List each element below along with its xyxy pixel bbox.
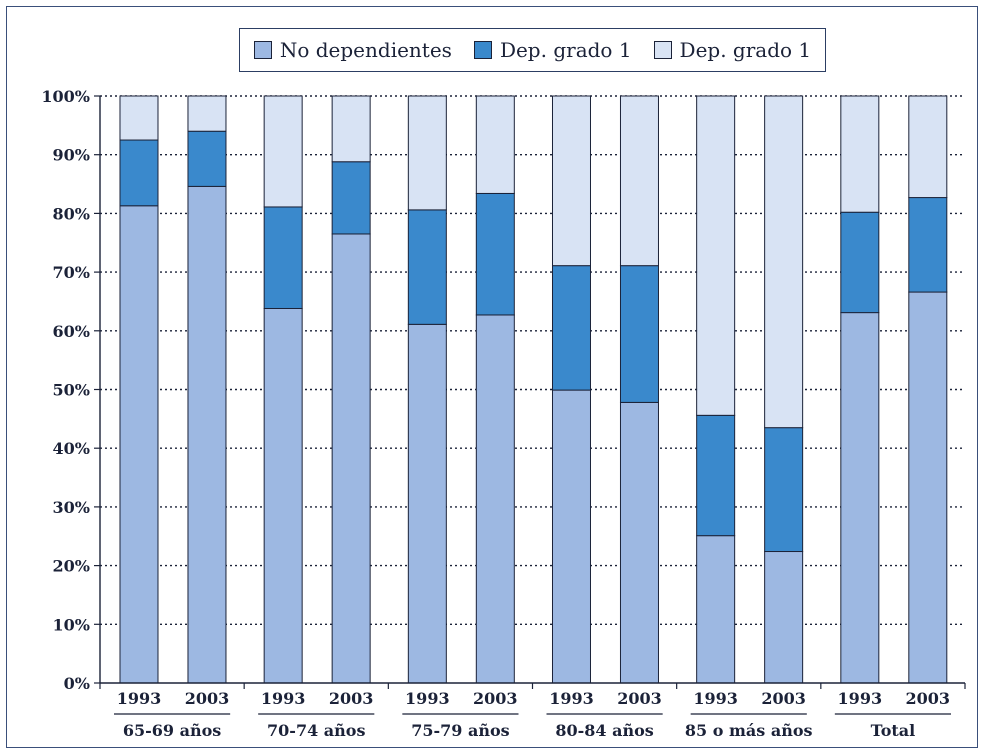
bar-segment <box>475 314 515 684</box>
bar-segment <box>908 197 948 293</box>
x-year-label: 2003 <box>329 689 374 708</box>
bar-segment <box>696 95 736 416</box>
y-tick-label: 70% <box>53 263 90 282</box>
chart-legend: No dependientes Dep. grado 1 Dep. grado … <box>239 28 826 72</box>
x-year-label: 1993 <box>549 689 594 708</box>
legend-swatch-dep-grado-1-light <box>653 41 672 59</box>
legend-label-no-dependientes: No dependientes <box>279 38 452 62</box>
bar-segment <box>764 551 804 684</box>
bar-segment <box>908 95 948 199</box>
bar-segment <box>696 535 736 684</box>
x-year-label: 1993 <box>117 689 162 708</box>
bar-segment <box>475 192 515 316</box>
bar-segment <box>551 265 591 391</box>
y-tick-label: 40% <box>53 439 90 458</box>
legend-item-dep-grado-1-light: Dep. grado 1 <box>653 38 812 62</box>
bar-segment <box>331 161 371 235</box>
bar-segment <box>551 389 591 684</box>
x-category-label: 65-69 años <box>123 721 221 740</box>
y-tick-label: 30% <box>53 498 90 517</box>
bar-segment <box>331 95 371 163</box>
x-year-label: 1993 <box>693 689 738 708</box>
x-category-label: 70-74 años <box>267 721 365 740</box>
x-category-label: 80-84 años <box>555 721 653 740</box>
x-category-label: 75-79 años <box>411 721 509 740</box>
bar-segment <box>263 95 303 208</box>
bar-segment <box>263 206 303 309</box>
bar-segment <box>840 211 880 314</box>
x-year-label: 2003 <box>906 689 951 708</box>
bar-segment <box>187 95 227 132</box>
bar-segment <box>619 95 659 267</box>
x-year-label: 2003 <box>761 689 806 708</box>
x-year-label: 1993 <box>838 689 883 708</box>
legend-swatch-dep-grado-1 <box>473 41 492 59</box>
bar-segment <box>764 427 804 553</box>
y-tick-label: 20% <box>53 557 90 576</box>
bar-segment <box>119 95 159 141</box>
bar-segment <box>840 312 880 684</box>
bar-segment <box>263 307 303 684</box>
y-tick-label: 50% <box>53 381 90 400</box>
x-category-label: 85 o más años <box>685 721 813 740</box>
bar-segment <box>475 95 515 194</box>
x-category-label: Total <box>871 721 916 740</box>
y-tick-label: 60% <box>53 322 90 341</box>
bar-segment <box>187 130 227 187</box>
y-tick-label: 100% <box>41 87 90 106</box>
legend-label-dep-grado-1: Dep. grado 1 <box>499 38 632 62</box>
x-year-label: 2003 <box>473 689 518 708</box>
x-year-label: 2003 <box>617 689 662 708</box>
y-tick-label: 0% <box>64 674 90 693</box>
bar-segment <box>187 185 227 684</box>
y-tick-label: 80% <box>53 204 90 223</box>
legend-label-dep-grado-1-light: Dep. grado 1 <box>679 38 812 62</box>
x-year-label: 1993 <box>261 689 306 708</box>
bar-segment <box>331 233 371 684</box>
bar-segment <box>696 414 736 537</box>
bar-segment <box>764 95 804 429</box>
bar-segment <box>119 139 159 207</box>
y-tick-label: 10% <box>53 615 90 634</box>
legend-item-no-dependientes: No dependientes <box>253 38 452 62</box>
x-year-label: 1993 <box>405 689 450 708</box>
x-year-label: 2003 <box>185 689 230 708</box>
bar-segment <box>619 401 659 684</box>
y-tick-label: 90% <box>53 146 90 165</box>
bar-segment <box>840 95 880 213</box>
bar-segment <box>908 291 948 684</box>
bar-segment <box>407 95 447 211</box>
bar-segment <box>407 323 447 684</box>
bar-segment <box>619 265 659 403</box>
bar-segment <box>119 205 159 684</box>
bar-segment <box>407 209 447 325</box>
legend-swatch-no-dependientes <box>253 41 272 59</box>
bar-segment <box>551 95 591 267</box>
legend-item-dep-grado-1: Dep. grado 1 <box>473 38 632 62</box>
